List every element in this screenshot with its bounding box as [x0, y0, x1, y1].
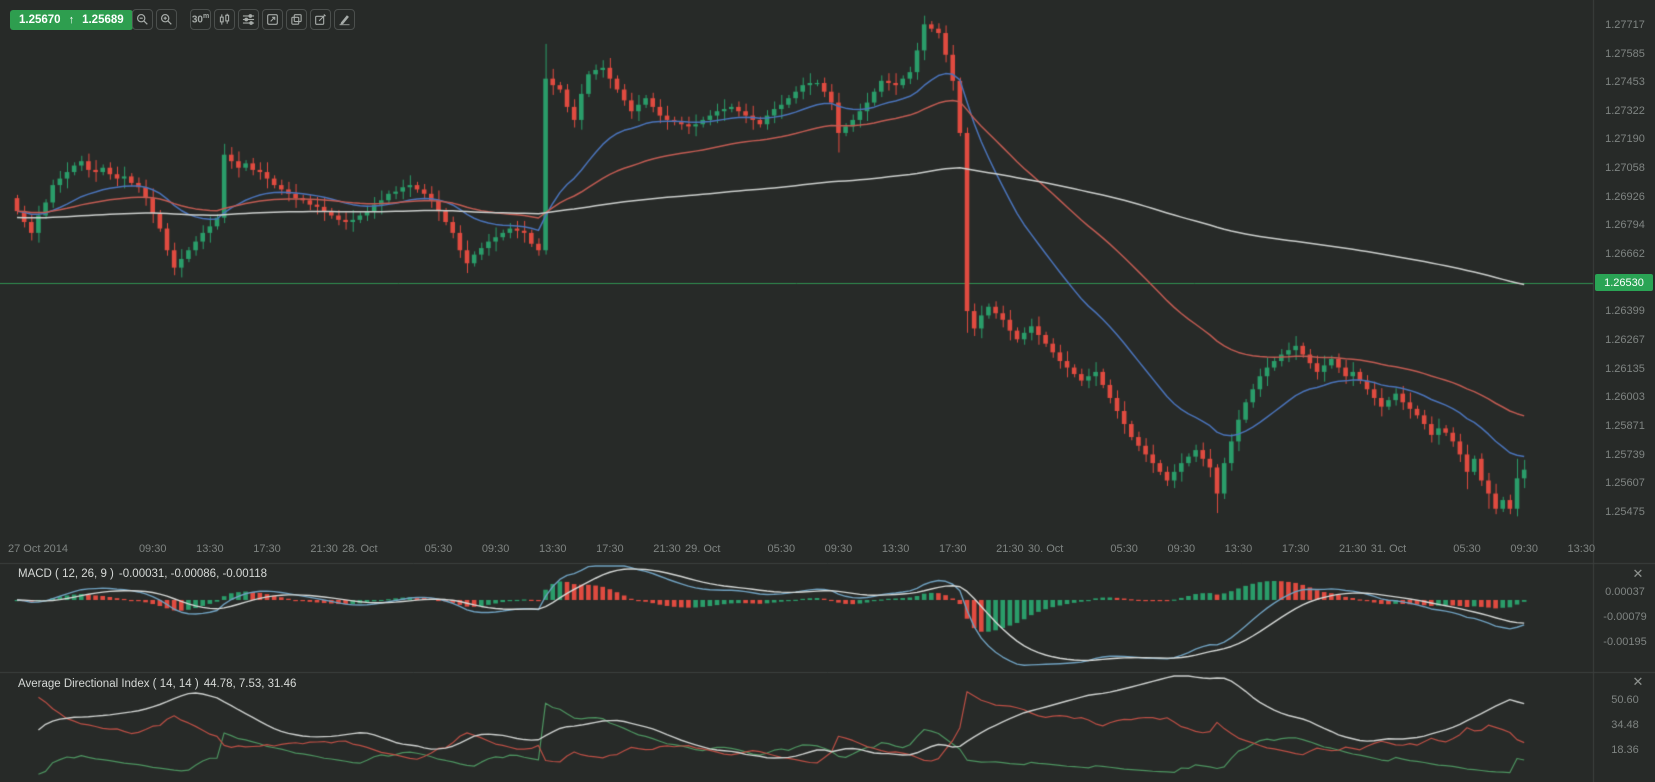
price-axis-label: 1.25739 — [1605, 448, 1645, 461]
edit-icon — [314, 13, 327, 26]
time-axis-label: 28. Oct — [342, 543, 378, 555]
timeframe-button[interactable]: 30m — [190, 9, 211, 30]
magnifier-minus-icon — [136, 13, 149, 26]
time-axis-label: 09:30 — [1167, 543, 1196, 555]
time-axis-label: 17:30 — [596, 543, 624, 555]
time-axis-label: 17:30 — [253, 543, 281, 555]
time-axis-label: 05:30 — [424, 543, 453, 555]
time-axis-label: 17:30 — [1281, 543, 1310, 555]
timeframe-label: 30m — [191, 13, 210, 26]
price-axis-label: 1.26794 — [1605, 219, 1645, 232]
expand-icon — [266, 13, 279, 26]
adx-indicator-header[interactable]: Average Directional Index ( 14, 14 ) 44.7… — [18, 678, 296, 690]
chart-type-button[interactable] — [214, 9, 235, 30]
chart-toolbar: 30m — [132, 9, 355, 30]
time-axis-label: 09:30 — [138, 543, 167, 555]
macd-title: MACD ( 12, 26, 9 ) — [18, 568, 114, 580]
price-axis-label: 1.26267 — [1605, 333, 1645, 346]
price-axis-label: 1.26662 — [1605, 248, 1645, 261]
time-axis-label: 29. Oct — [684, 543, 721, 555]
sliders-icon — [242, 13, 255, 26]
up-arrow-icon: ↑ — [68, 14, 75, 26]
price-axis-label: 1.25871 — [1605, 419, 1645, 432]
ask-price: 1.25689 — [82, 14, 124, 26]
copy-icon — [290, 13, 303, 26]
time-axis-label: 21:30 — [653, 543, 681, 555]
adx-values: 44.78, 7.53, 31.46 — [203, 678, 297, 690]
macd-axis-label: -0.00195 — [1603, 636, 1647, 648]
time-axis-label: 09:30 — [824, 543, 853, 555]
price-axis-label: 1.27322 — [1605, 104, 1645, 117]
price-axis-label: 1.27058 — [1605, 162, 1645, 175]
adx-axis-label: 18.36 — [1611, 744, 1639, 756]
time-axis-label: 21:30 — [1338, 543, 1367, 555]
time-axis-label: 21:30 — [310, 543, 338, 555]
time-axis-label: 09:30 — [481, 543, 510, 555]
price-axis-label: 1.26135 — [1605, 362, 1645, 375]
time-axis-label: 30. Oct — [1027, 543, 1064, 555]
macd-values: -0.00031, -0.00086, -0.00118 — [118, 568, 267, 580]
adx-title: Average Directional Index ( 14, 14 ) — [18, 678, 199, 690]
macd-axis-label: 0.00037 — [1605, 586, 1645, 598]
duplicate-chart-button[interactable] — [286, 9, 307, 30]
price-axis-label: 1.27453 — [1605, 76, 1645, 89]
time-axis-label: 05:30 — [1453, 543, 1481, 555]
edit-chart-button[interactable] — [310, 9, 331, 30]
adx-close-button[interactable]: ✕ — [1632, 674, 1644, 689]
time-axis-label: 13:30 — [1567, 543, 1596, 555]
adx-axis-label: 50.60 — [1611, 694, 1639, 706]
price-line-badge[interactable]: 1.26530 — [1595, 274, 1653, 292]
expand-chart-button[interactable] — [262, 9, 283, 30]
time-axis-label: 31. Oct — [1370, 543, 1407, 555]
bid-ask-quote-badge[interactable]: 1.25670 ↑ 1.25689 — [10, 10, 133, 30]
price-axis-label: 1.27717 — [1605, 19, 1645, 31]
price-axis-label: 1.25607 — [1605, 477, 1645, 490]
macd-close-button[interactable]: ✕ — [1632, 566, 1644, 581]
magnifier-plus-icon — [160, 13, 173, 26]
time-axis-label: 27 Oct 2014 — [8, 543, 68, 555]
price-axis-label: 1.27585 — [1605, 47, 1645, 60]
price-axis-label: 1.27190 — [1605, 133, 1645, 146]
time-axis-label: 05:30 — [1110, 543, 1138, 555]
price-axis-label: 1.26926 — [1605, 190, 1645, 203]
time-axis-label: 13:30 — [881, 543, 910, 555]
time-axis-label: 09:30 — [1510, 543, 1538, 555]
adx-axis-label: 34.48 — [1611, 719, 1639, 731]
zoom-out-button[interactable] — [132, 9, 153, 30]
pen-icon — [338, 13, 351, 26]
time-axis-label: 13:30 — [538, 543, 567, 555]
time-axis-label: 13:30 — [196, 543, 224, 555]
zoom-in-button[interactable] — [156, 9, 177, 30]
time-axis-label: 17:30 — [938, 543, 967, 555]
macd-axis-label: -0.00079 — [1603, 611, 1647, 623]
drawing-tools-button[interactable] — [334, 9, 355, 30]
price-axis-label: 1.26003 — [1605, 391, 1645, 404]
price-axis-label: 1.25475 — [1605, 506, 1645, 518]
time-axis-label: 21:30 — [996, 543, 1024, 555]
candlestick-icon — [218, 13, 231, 26]
price-axis-label: 1.26399 — [1605, 305, 1645, 318]
bid-price: 1.25670 — [19, 14, 61, 26]
time-axis-label: 05:30 — [767, 543, 796, 555]
time-axis-label: 13:30 — [1224, 543, 1253, 555]
indicator-settings-button[interactable] — [238, 9, 259, 30]
macd-indicator-header[interactable]: MACD ( 12, 26, 9 ) -0.00031, -0.00086, -0… — [18, 568, 267, 580]
